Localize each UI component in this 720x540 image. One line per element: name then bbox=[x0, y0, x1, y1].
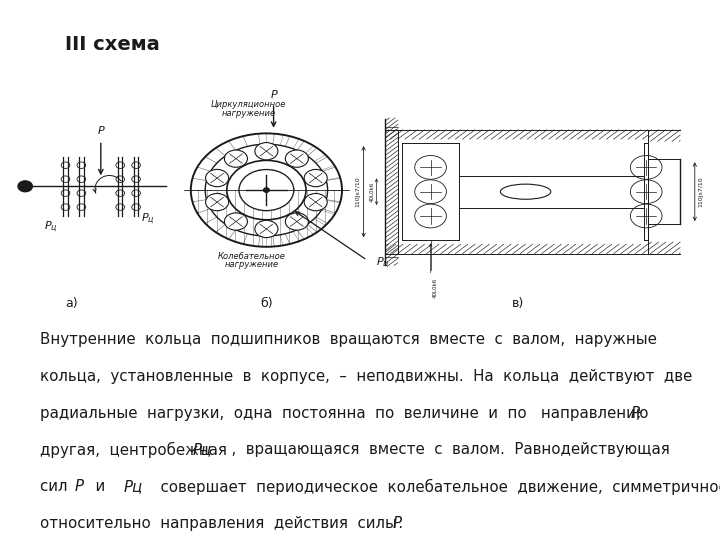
Text: P.: P. bbox=[392, 516, 404, 531]
Text: совершает  периодическое  колебательное  движение,  симметричное: совершает периодическое колебательное дв… bbox=[151, 479, 720, 495]
Text: а): а) bbox=[66, 298, 78, 310]
Text: б): б) bbox=[260, 298, 273, 310]
Text: Колебательное: Колебательное bbox=[218, 252, 286, 261]
Text: нагружение: нагружение bbox=[225, 260, 279, 269]
Circle shape bbox=[304, 193, 327, 211]
Circle shape bbox=[255, 220, 278, 238]
Circle shape bbox=[18, 181, 32, 192]
Circle shape bbox=[304, 170, 327, 187]
Text: и: и bbox=[86, 479, 115, 494]
Text: P: P bbox=[270, 90, 277, 100]
Circle shape bbox=[239, 170, 294, 211]
Text: 110Js7/10: 110Js7/10 bbox=[698, 177, 703, 207]
Circle shape bbox=[255, 143, 278, 160]
Text: III схема: III схема bbox=[65, 35, 160, 54]
Text: P: P bbox=[74, 479, 84, 494]
Text: 40L0k6: 40L0k6 bbox=[433, 278, 438, 298]
Circle shape bbox=[206, 193, 229, 211]
Text: нагружение: нагружение bbox=[221, 109, 276, 118]
Text: радиальные  нагрузки,  одна  постоянна  по  величине  и  по   направлению: радиальные нагрузки, одна постоянна по в… bbox=[40, 406, 653, 421]
Text: $P_{ц}$: $P_{ц}$ bbox=[376, 255, 390, 271]
Text: Pц: Pц bbox=[193, 442, 212, 457]
Text: относительно  направления  действия  силы: относительно направления действия силы bbox=[40, 516, 406, 531]
Circle shape bbox=[225, 213, 248, 230]
Circle shape bbox=[285, 213, 308, 230]
Circle shape bbox=[285, 150, 308, 167]
Text: кольца,  установленные  в  корпусе,  –  неподвижны.  На  кольца  действуют  две: кольца, установленные в корпусе, – непод… bbox=[40, 369, 692, 384]
Circle shape bbox=[264, 188, 269, 192]
Circle shape bbox=[206, 170, 229, 187]
Text: 110Js7/10: 110Js7/10 bbox=[355, 177, 360, 207]
Text: ,  вращающаяся  вместе  с  валом.  Равнодействующая: , вращающаяся вместе с валом. Равнодейст… bbox=[222, 442, 670, 457]
Text: P,: P, bbox=[631, 406, 642, 421]
Circle shape bbox=[225, 150, 248, 167]
Text: P: P bbox=[97, 126, 104, 136]
Text: другая,  центробежная: другая, центробежная bbox=[40, 442, 236, 458]
Text: 40L0k6: 40L0k6 bbox=[370, 181, 375, 202]
Text: Циркуляционное: Циркуляционное bbox=[211, 100, 286, 109]
Text: сил: сил bbox=[40, 479, 76, 494]
Text: в): в) bbox=[512, 298, 525, 310]
Text: $P_{ц}$: $P_{ц}$ bbox=[141, 211, 154, 226]
Text: $P_{ц}$: $P_{ц}$ bbox=[44, 219, 57, 234]
Text: Pц: Pц bbox=[124, 479, 143, 494]
Text: Внутренние  кольца  подшипников  вращаются  вместе  с  валом,  наружные: Внутренние кольца подшипников вращаются … bbox=[40, 332, 657, 347]
